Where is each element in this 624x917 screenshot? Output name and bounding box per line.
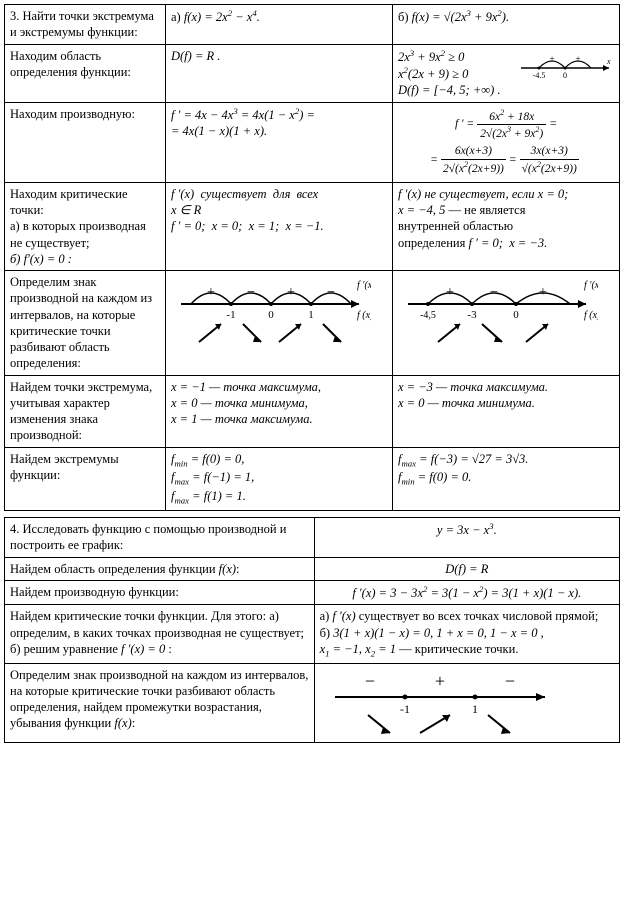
t3r5-right: + − + f ′(x) -4,5 -3 0 f (x) [392,271,619,376]
t3r7-left: Найдем экстремумы функции: [5,447,166,511]
t3r3-left: Находим производную: [5,102,166,182]
t4r4-left: Найдем критические точки функции. Для эт… [5,605,315,663]
t4-row5: Определим знак производной на каждом из … [5,663,620,742]
t4r1-left: 4. Исследовать функцию с помощью произво… [5,518,315,558]
t4r1-right: y = 3x − x3. [314,518,619,558]
svg-text:0: 0 [513,309,519,321]
svg-text:0: 0 [563,71,567,78]
t4r2-left: Найдем область определения функции f(x): [5,557,315,580]
t4r5-right: − + − -1 1 [314,663,619,742]
formula-a: f(x) = 2x2 − x4. [184,10,260,24]
svg-text:-3: -3 [467,309,477,321]
svg-text:1: 1 [308,309,314,321]
t3-row2: Находим область определения функции: D(f… [5,44,620,102]
t3r2-left: Находим область определения функции: [5,44,166,102]
sign-diagram-4: − + − -1 1 [320,667,560,739]
svg-text:+: + [549,54,554,64]
t3-row5: Определим знак производной на каждом из … [5,271,620,376]
t3r6-left: Найдем точки экстремума, учитывая характ… [5,375,166,447]
t3r3-mid: f ′ = 4x − 4x3 = 4x(1 − x2) = = 4x(1 − x… [165,102,392,182]
svg-text:-1: -1 [226,309,235,321]
t3r1-mid: а) f(x) = 2x2 − x4. [165,5,392,45]
svg-text:+: + [207,285,215,300]
sign-diagram-a: + − + − f ′(x) -1 0 1 f (x) [171,274,371,352]
svg-text:f (x): f (x) [357,310,371,321]
t3r2-mid-math: D(f) = R . [171,49,220,63]
svg-text:-4,5: -4,5 [420,310,436,321]
t3-row7: Найдем экстремумы функции: fmin = f(0) =… [5,447,620,511]
t3r5-left: Определим знак производной на каждом из … [5,271,166,376]
svg-text:+: + [539,285,547,300]
t3r5-mid: + − + − f ′(x) -1 0 1 f (x) [165,271,392,376]
svg-text:f (x): f (x) [584,310,598,321]
svg-text:0: 0 [268,309,274,321]
t3-row1: 3. Найти точки экстремума и экстремумы ф… [5,5,620,45]
svg-text:-4,5: -4,5 [533,71,546,78]
svg-text:+: + [287,285,295,300]
table-3: 3. Найти точки экстремума и экстремумы ф… [4,4,620,511]
formula-b: f(x) = √(2x3 + 9x2). [412,10,509,24]
sign-diagram-domain: + + -4,5 0 x [519,48,614,78]
t3r4-l2: а) в которых производная не существует; [10,219,146,249]
t4-row4: Найдем критические точки функции. Для эт… [5,605,620,663]
t4r4-right: а) f ′(x) существует во всех точках числ… [314,605,619,663]
t3r4-right: f ′(x) не существует, если x = 0; x = −4… [392,182,619,270]
t4r3-right: f ′(x) = 3 − 3x2 = 3(1 − x2) = 3(1 + x)(… [314,580,619,604]
svg-text:+: + [434,671,444,691]
svg-text:−: − [247,285,255,300]
t3r2-right: 2x3 + 9x2 ≥ 0 x2(2x + 9) ≥ 0 D(f) = [−4,… [392,44,619,102]
t3-row4: Находим критические точки: а) в которых … [5,182,620,270]
t4r2-right: D(f) = R [314,557,619,580]
t3r4-left: Находим критические точки: а) в которых … [5,182,166,270]
t3r4-l1: Находим критические точки: [10,187,128,217]
t4-row2: Найдем область определения функции f(x):… [5,557,620,580]
label-a: а) [171,10,184,24]
table-4: 4. Исследовать функцию с помощью произво… [4,517,620,743]
label-b: б) [398,10,412,24]
t3r7-mid: fmin = f(0) = 0, fmax = f(−1) = 1, fmax … [165,447,392,511]
svg-text:−: − [364,671,374,691]
svg-text:1: 1 [472,702,478,716]
t3r7-right: fmax = f(−3) = √27 = 3√3. fmin = f(0) = … [392,447,619,511]
t3r4-mid: f ′(x) существует для всех x ∈ R f ′ = 0… [165,182,392,270]
t3r6-right: x = −3 — точка максимума. x = 0 — точка … [392,375,619,447]
t3r6-mid: x = −1 — точка максимума, x = 0 — точка … [165,375,392,447]
svg-text:−: − [504,671,514,691]
svg-text:−: − [490,285,498,300]
svg-text:−: − [327,285,335,300]
t4r5-left: Определим знак производной на каждом из … [5,663,315,742]
t3-row3: Находим производную: f ′ = 4x − 4x3 = 4x… [5,102,620,182]
t3r3-right: f ′ = 6x2 + 18x2√(2x3 + 9x2) = = 6x(x+3)… [392,102,619,182]
svg-text:+: + [446,285,454,300]
t3r2-right-math: 2x3 + 9x2 ≥ 0 x2(2x + 9) ≥ 0 D(f) = [−4,… [398,48,515,99]
svg-text:f ′(x): f ′(x) [357,280,371,291]
t3r4-l3: б) f′(x) = 0 : [10,252,72,266]
t4r3-left: Найдем производную функции: [5,580,315,604]
t3r1-left: 3. Найти точки экстремума и экстремумы ф… [5,5,166,45]
svg-text:+: + [575,54,580,64]
svg-text:x: x [606,57,611,66]
t4-row3: Найдем производную функции: f ′(x) = 3 −… [5,580,620,604]
t3r2-mid: D(f) = R . [165,44,392,102]
t3r1-right: б) f(x) = √(2x3 + 9x2). [392,5,619,45]
svg-text:f ′(x): f ′(x) [584,280,598,291]
sign-diagram-b: + − + f ′(x) -4,5 -3 0 f (x) [398,274,598,352]
svg-text:-1: -1 [400,702,410,716]
t4-row1: 4. Исследовать функцию с помощью произво… [5,518,620,558]
t3-row6: Найдем точки экстремума, учитывая характ… [5,375,620,447]
